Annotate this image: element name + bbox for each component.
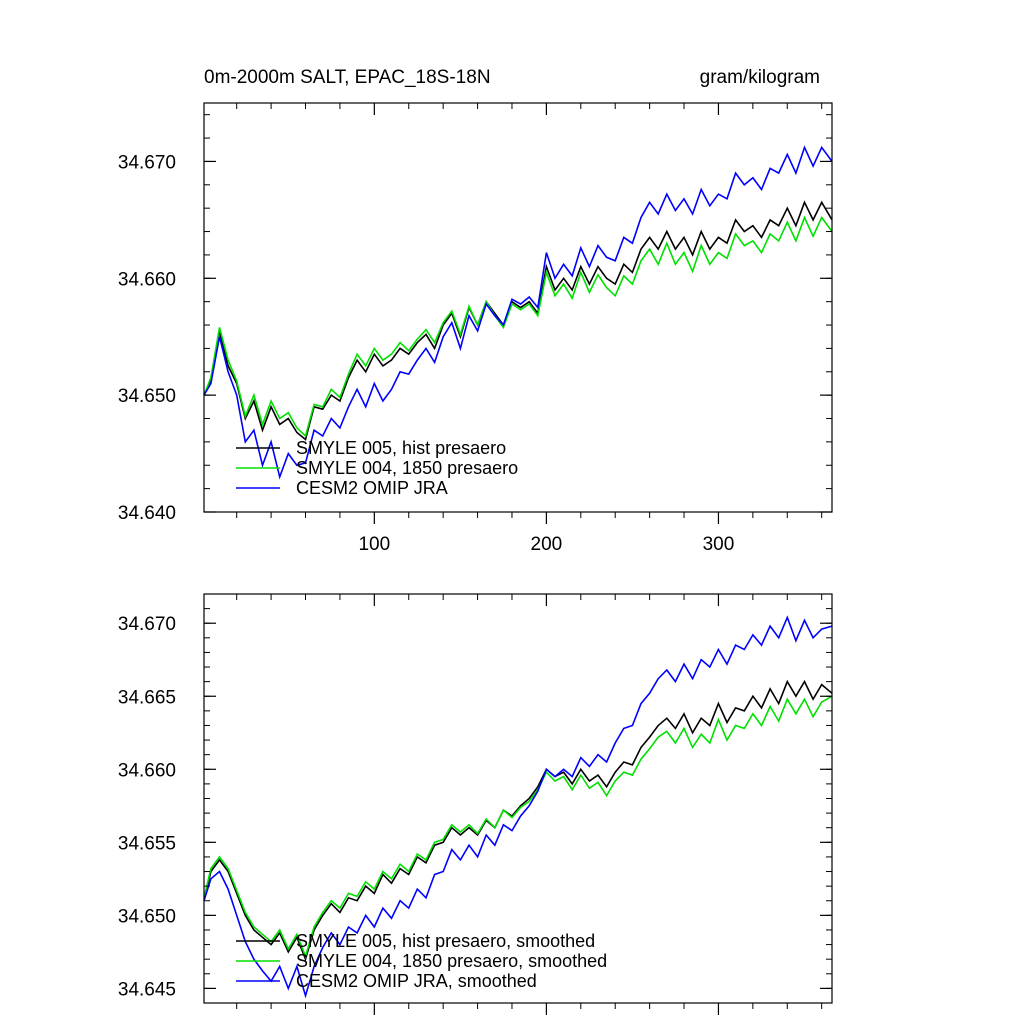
top-series-group <box>203 145 833 480</box>
y-tick-label: 34.670 <box>118 614 176 635</box>
y-tick-label: 34.645 <box>118 979 176 1000</box>
series-line-1 <box>203 679 833 962</box>
y-tick-label: 34.640 <box>118 503 176 524</box>
y-tick-label: 34.670 <box>118 152 176 173</box>
y-tick-label: 34.650 <box>118 386 176 407</box>
bottom-legend: SMYLE 005, hist presaero, smoothedSMYLE … <box>236 931 607 991</box>
series-line-2 <box>203 695 833 959</box>
x-tick-label: 100 <box>358 534 390 555</box>
series-line-3 <box>203 615 833 999</box>
x-tick-label: 200 <box>531 534 563 555</box>
y-tick-label: 34.660 <box>118 269 176 290</box>
series-line-2 <box>203 215 833 438</box>
top-axes-group: 34.640 34.650 34.660 34.670 100 200 300 <box>118 102 833 555</box>
legend-label: SMYLE 005, hist presaero <box>296 438 506 458</box>
series-line-3 <box>203 145 833 480</box>
top-chart-units: gram/kilogram <box>700 67 820 88</box>
legend-label: CESM2 OMIP JRA <box>296 478 448 498</box>
y-tick-label: 34.665 <box>118 687 176 708</box>
bottom-panel: 34.645 34.650 34.655 34.660 34.665 34.670 SMY… <box>118 593 833 1015</box>
bottom-axes-group: 34.645 34.650 34.655 34.660 34.665 34.670 <box>118 593 833 1015</box>
x-tick-label: 300 <box>703 534 735 555</box>
bottom-series-group <box>203 615 833 999</box>
y-tick-label: 34.650 <box>118 906 176 927</box>
legend-label: SMYLE 004, 1850 presaero <box>296 458 518 478</box>
y-tick-label: 34.655 <box>118 833 176 854</box>
y-tick-label: 34.660 <box>118 760 176 781</box>
legend-label: SMYLE 005, hist presaero, smoothed <box>296 931 595 951</box>
legend-label: CESM2 OMIP JRA, smoothed <box>296 971 537 991</box>
plot-frame <box>203 102 833 513</box>
top-chart-title: 0m-2000m SALT, EPAC_18S-18N <box>204 67 491 88</box>
legend-label: SMYLE 004, 1850 presaero, smoothed <box>296 951 607 971</box>
series-line-1 <box>203 200 833 441</box>
top-panel: 0m-2000m SALT, EPAC_18S-18N gram/kilogra… <box>118 67 833 555</box>
